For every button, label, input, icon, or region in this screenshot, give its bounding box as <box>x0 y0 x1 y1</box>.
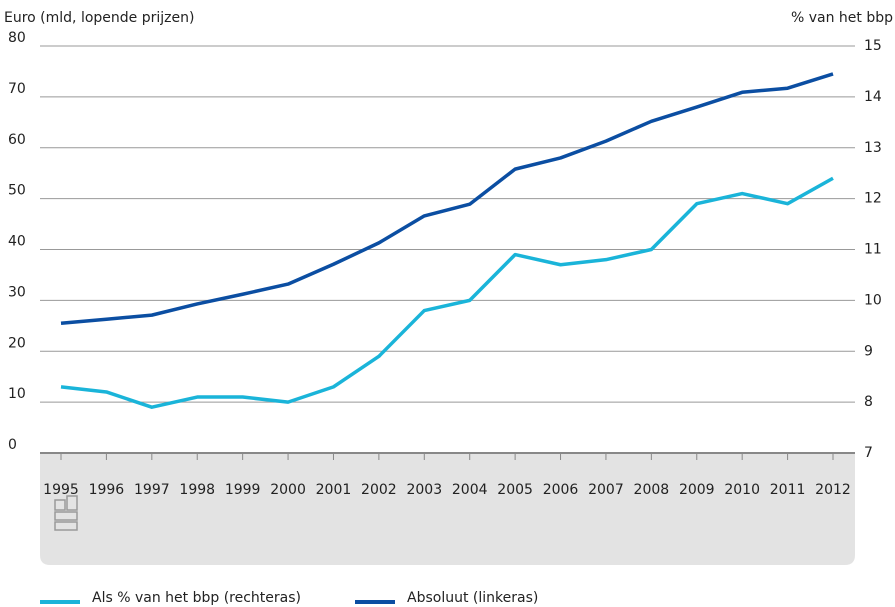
logo <box>54 495 78 531</box>
series-line <box>60 176 834 409</box>
x-tick-label: 1997 <box>134 482 170 498</box>
y-tick-label: 10 <box>8 386 26 402</box>
series-line <box>60 72 834 326</box>
y2-tick-label: 15 <box>864 38 882 54</box>
y-tick-label: 20 <box>8 335 26 351</box>
axis-band <box>40 453 855 565</box>
y2-tick-label: 12 <box>864 191 882 207</box>
y-tick-label: 80 <box>8 30 26 46</box>
y2-tick-label: 8 <box>864 394 873 410</box>
y-axis-label: Euro (mld, lopende prijzen) <box>4 10 194 26</box>
y-tick-label: 50 <box>8 183 26 199</box>
x-tick-label: 2011 <box>770 482 806 498</box>
y-tick-label: 40 <box>8 234 26 250</box>
legend-label: Absoluut (linkeras) <box>407 590 538 606</box>
x-tick-label: 2008 <box>634 482 670 498</box>
x-tick-label: 2006 <box>543 482 579 498</box>
y-tick-label: 0 <box>8 437 17 453</box>
y-tick-label: 60 <box>8 132 26 148</box>
x-tick-label: 1999 <box>225 482 261 498</box>
x-tick-label: 2004 <box>452 482 488 498</box>
y2-tick-label: 10 <box>864 292 882 308</box>
x-tick-label: 2001 <box>316 482 352 498</box>
x-tick-label: 2012 <box>815 482 851 498</box>
x-tick-label: 2003 <box>406 482 442 498</box>
legend-label: Als % van het bbp (rechteras) <box>92 590 301 606</box>
y2-tick-label: 13 <box>864 140 882 156</box>
x-tick-label: 2002 <box>361 482 397 498</box>
y2-tick-label: 14 <box>864 89 882 105</box>
x-tick-label: 2007 <box>588 482 624 498</box>
y-tick-label: 70 <box>8 81 26 97</box>
y2-tick-label: 7 <box>864 445 873 461</box>
y-tick-label: 30 <box>8 284 26 300</box>
x-tick-label: 2010 <box>724 482 760 498</box>
x-tick-label: 1998 <box>179 482 215 498</box>
x-tick-label: 2005 <box>497 482 533 498</box>
x-tick-label: 2000 <box>270 482 306 498</box>
x-tick-label: 2009 <box>679 482 715 498</box>
x-tick-label: 1995 <box>43 482 79 498</box>
y2-tick-label: 11 <box>864 242 882 258</box>
y2-axis-label: % van het bbp <box>791 10 893 26</box>
x-tick-label: 1996 <box>89 482 125 498</box>
y2-tick-label: 9 <box>864 343 873 359</box>
